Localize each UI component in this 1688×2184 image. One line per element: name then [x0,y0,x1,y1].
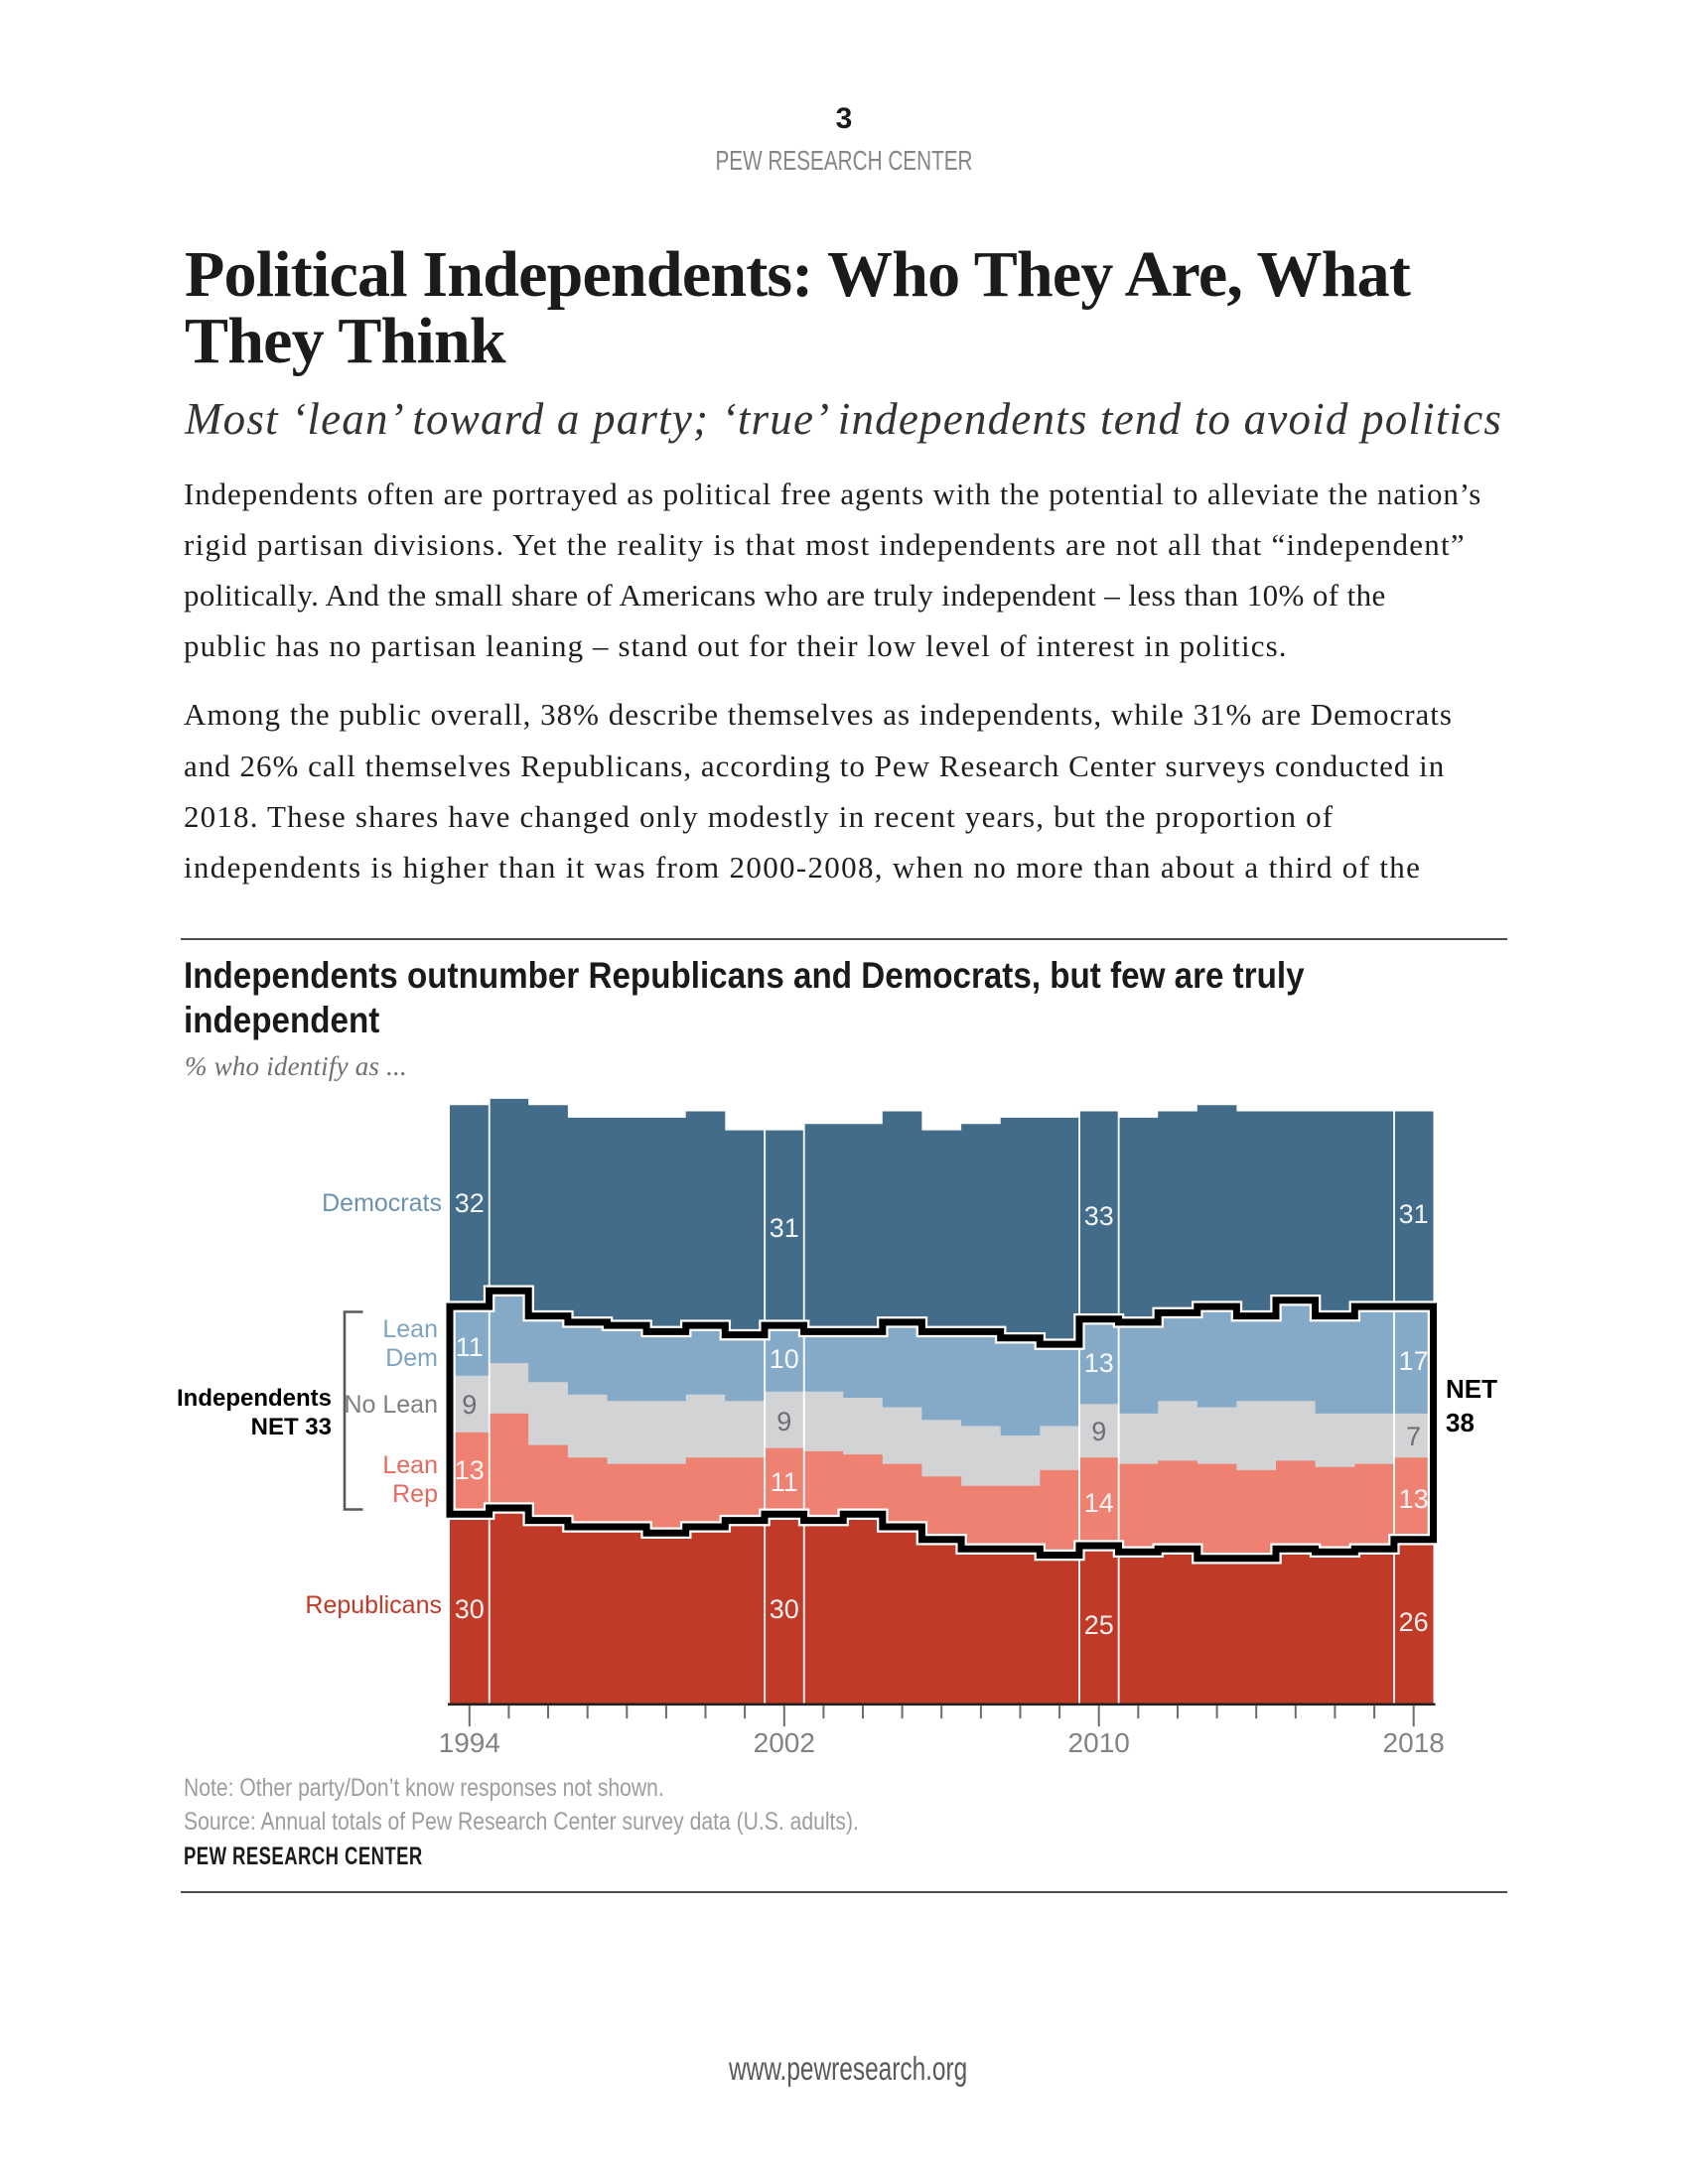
svg-text:Independents: Independents [177,1385,332,1412]
svg-text:14: 14 [1084,1488,1114,1518]
svg-text:1994: 1994 [439,1727,500,1758]
svg-text:Republicans: Republicans [305,1591,442,1619]
svg-text:31: 31 [770,1213,799,1243]
svg-text:13: 13 [1399,1484,1429,1514]
svg-text:2010: 2010 [1068,1727,1130,1758]
svg-text:38: 38 [1446,1408,1475,1437]
svg-text:NET 33: NET 33 [251,1414,332,1440]
svg-text:Lean: Lean [382,1315,438,1343]
svg-text:13: 13 [455,1455,485,1485]
svg-text:33: 33 [1084,1201,1114,1231]
svg-text:Dem: Dem [385,1344,438,1372]
svg-text:31: 31 [1399,1199,1429,1229]
svg-text:30: 30 [770,1594,799,1624]
svg-text:32: 32 [455,1188,485,1218]
svg-text:2018: 2018 [1383,1727,1445,1758]
svg-text:11: 11 [771,1467,798,1497]
svg-text:11: 11 [456,1332,484,1362]
svg-text:10: 10 [770,1344,799,1374]
svg-text:7: 7 [1406,1422,1421,1451]
svg-text:25: 25 [1084,1610,1114,1640]
svg-text:26: 26 [1399,1607,1429,1637]
svg-text:9: 9 [776,1407,791,1436]
svg-text:2002: 2002 [754,1727,815,1758]
svg-text:9: 9 [1091,1417,1106,1446]
svg-text:Rep: Rep [392,1480,438,1508]
svg-text:9: 9 [462,1390,477,1420]
svg-text:30: 30 [455,1594,485,1624]
svg-text:13: 13 [1084,1348,1114,1378]
svg-text:Lean: Lean [382,1451,438,1479]
svg-text:No Lean: No Lean [344,1391,438,1419]
svg-text:Democrats: Democrats [322,1189,442,1217]
svg-text:NET: NET [1446,1374,1497,1404]
svg-text:17: 17 [1399,1346,1429,1376]
